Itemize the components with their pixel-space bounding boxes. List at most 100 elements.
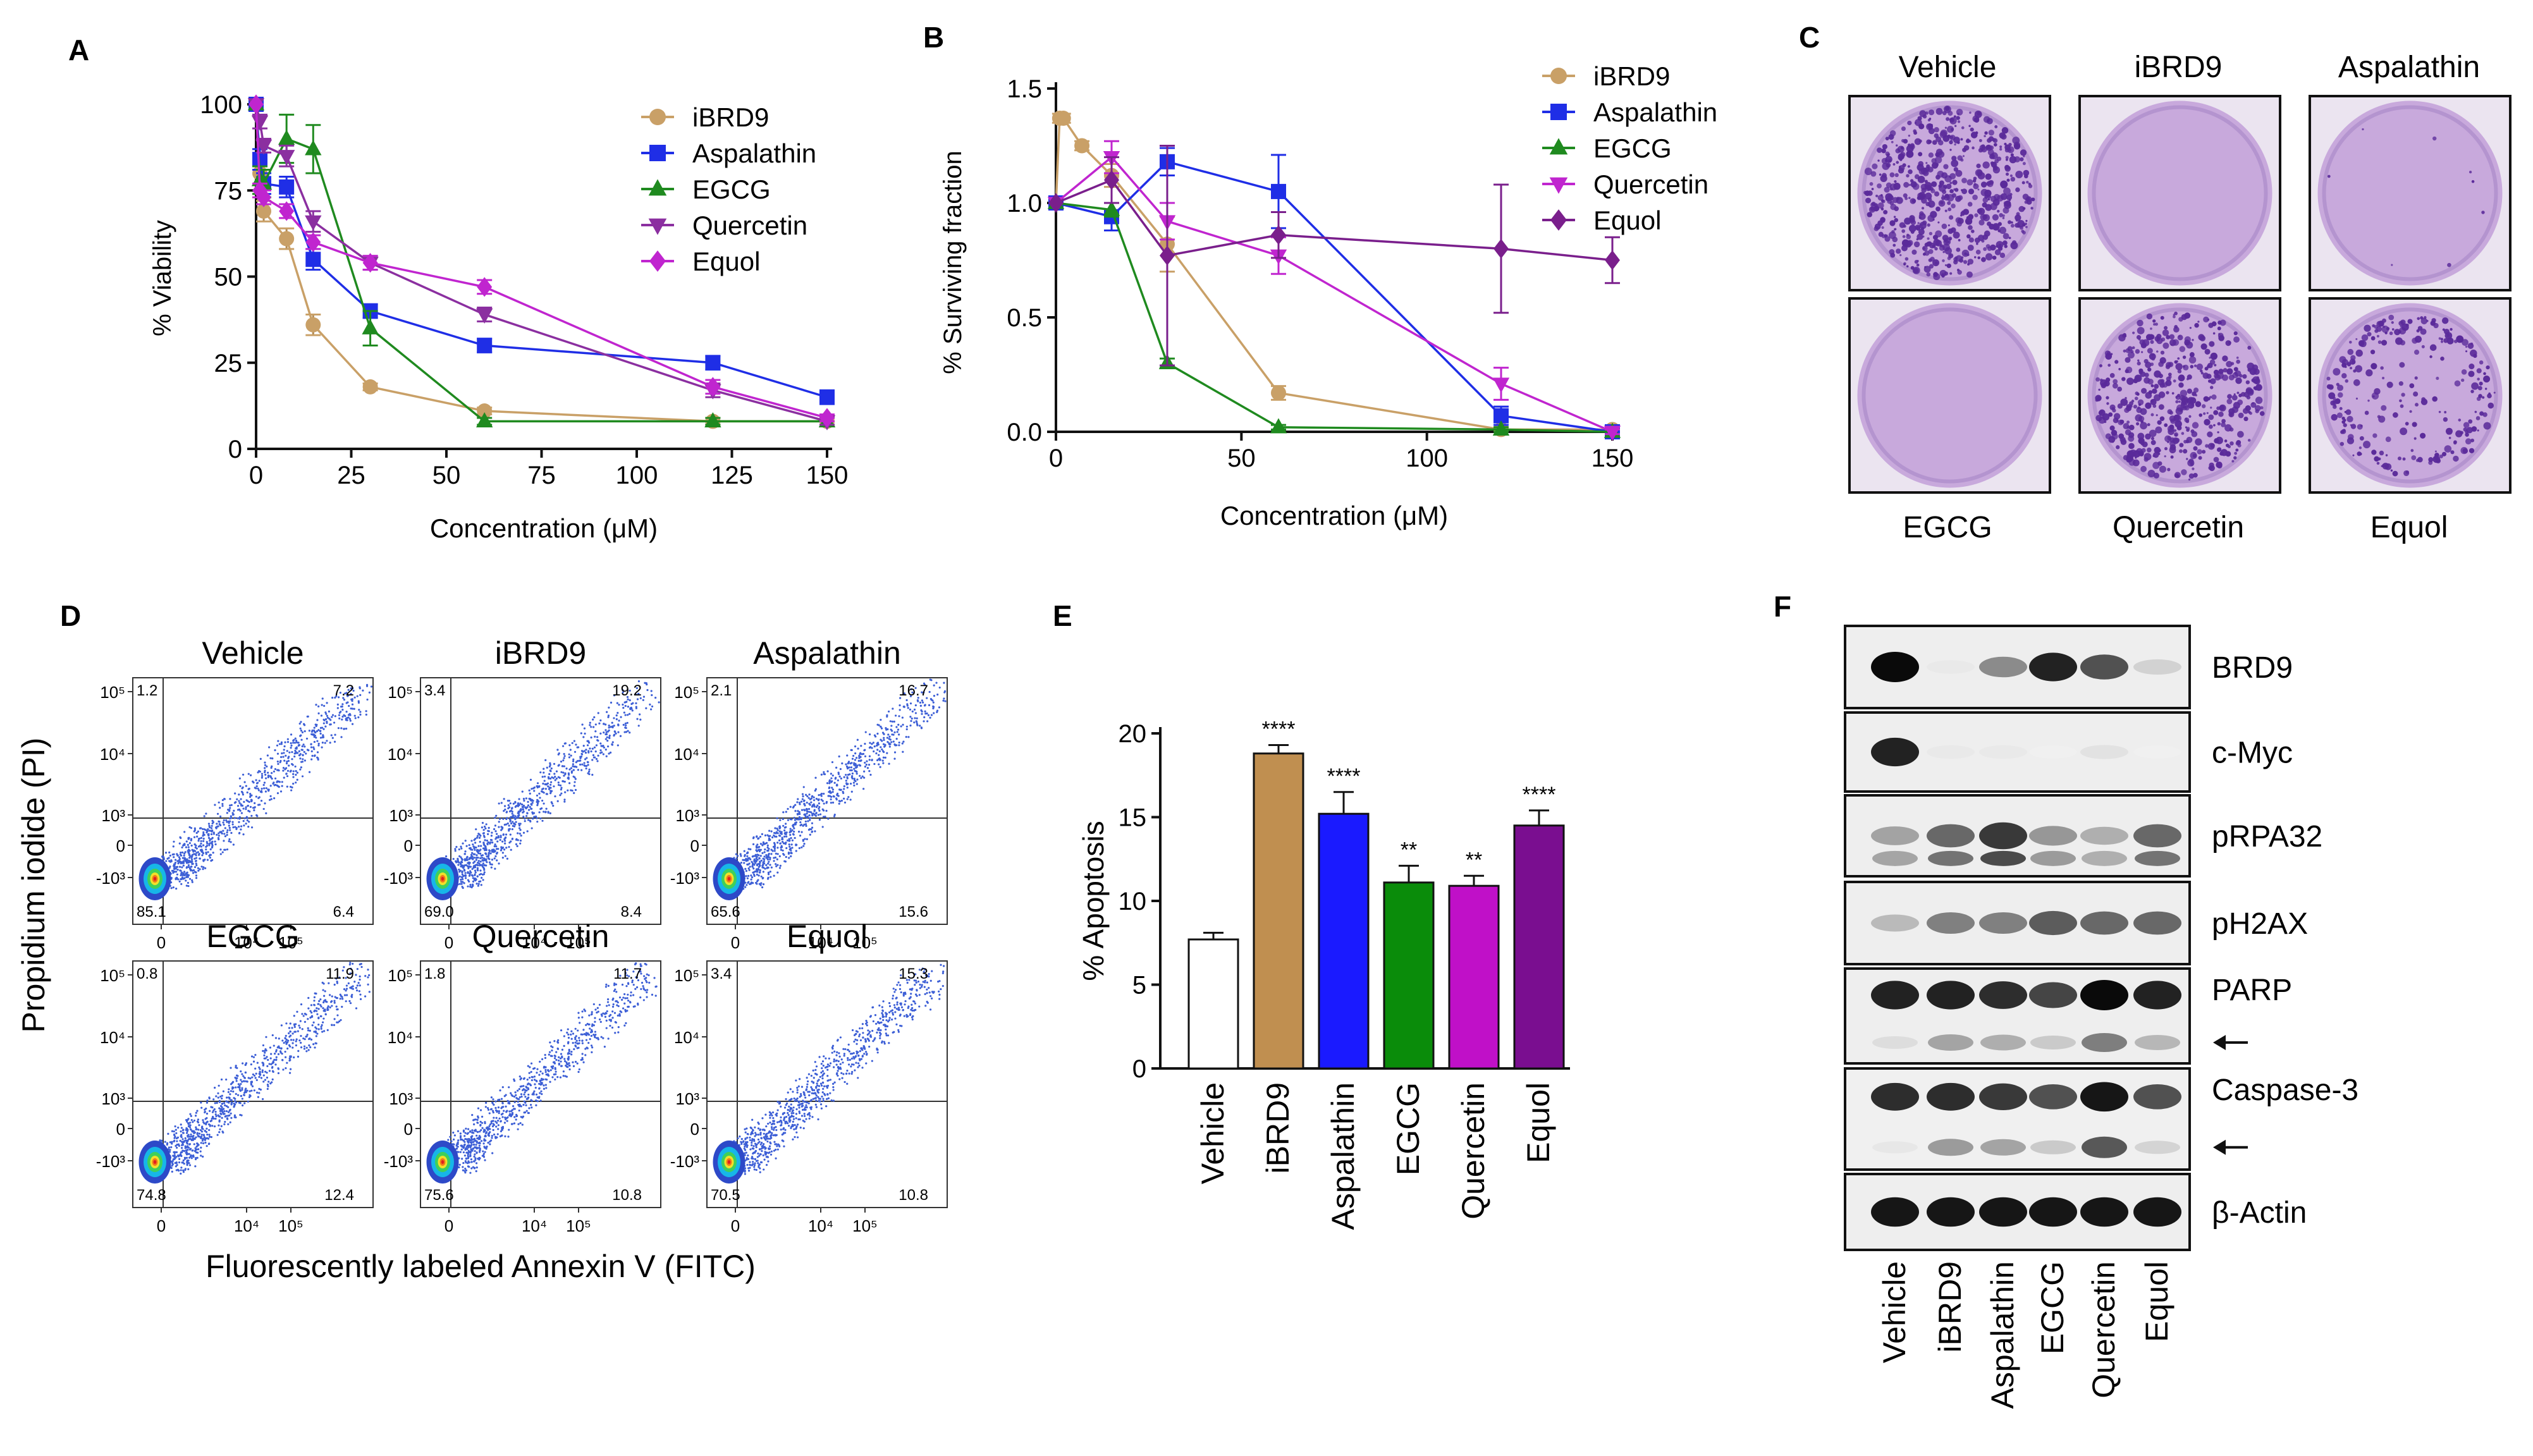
flow-event-dot xyxy=(474,838,477,840)
flow-event-dot xyxy=(572,775,575,778)
plate-colony xyxy=(1925,202,1930,207)
flow-event-dot xyxy=(762,883,765,886)
flow-event-dot xyxy=(216,833,218,836)
plate-colony xyxy=(2376,334,2379,338)
flow-event-dot xyxy=(885,728,888,731)
plate-colony xyxy=(2217,326,2221,331)
plate-colony xyxy=(2146,313,2153,320)
flow-event-dot xyxy=(882,756,885,759)
flow-event-dot xyxy=(168,851,171,853)
flow-event-dot xyxy=(893,757,896,760)
flow-event-dot xyxy=(624,722,627,725)
flow-event-dot xyxy=(806,812,808,815)
flow-event-dot xyxy=(498,862,500,865)
flow-event-dot xyxy=(583,762,586,764)
plate-colony xyxy=(1993,143,1997,147)
flow-event-dot xyxy=(288,1032,290,1035)
flow-event-dot xyxy=(916,723,919,725)
flow-event-dot xyxy=(910,719,912,723)
flow-event-dot xyxy=(794,819,797,821)
flow-event-dot xyxy=(246,819,248,822)
plate-colony xyxy=(2123,455,2129,461)
flow-event-dot xyxy=(762,863,764,866)
flow-event-dot xyxy=(313,1031,316,1033)
flow-event-dot xyxy=(232,826,235,829)
flow-event-dot xyxy=(198,1132,201,1135)
flow-event-dot xyxy=(274,1053,276,1055)
plate-colony xyxy=(2147,404,2151,407)
flow-event-dot xyxy=(195,874,198,877)
flow-event-dot xyxy=(249,795,252,798)
plate-colony xyxy=(2218,369,2224,374)
plate-colony xyxy=(2200,372,2204,375)
plate-colony xyxy=(1958,239,1961,242)
flow-event-dot xyxy=(596,760,599,762)
flow-event-dot xyxy=(264,761,266,764)
plate-colony xyxy=(2426,319,2429,322)
flow-event-dot xyxy=(221,851,224,853)
flow-event-dot xyxy=(559,784,562,786)
plate-colony xyxy=(2175,400,2179,404)
plate-colony xyxy=(1916,238,1919,241)
flow-event-dot xyxy=(180,1147,183,1149)
plate-colony xyxy=(2095,415,2102,422)
flow-event-dot xyxy=(243,824,245,827)
plate-colony xyxy=(1903,262,1906,266)
flow-event-dot xyxy=(345,988,348,990)
flow-event-dot xyxy=(774,827,776,829)
plate-colony xyxy=(1956,116,1960,120)
flow-event-dot xyxy=(263,781,266,784)
plate-colony xyxy=(2028,182,2032,186)
plate-colony xyxy=(2095,377,2101,382)
flow-event-dot xyxy=(801,793,804,795)
plate-colony xyxy=(2108,436,2116,443)
plate-colony xyxy=(1924,180,1928,183)
plate-colony xyxy=(1934,127,1939,133)
flow-event-dot xyxy=(494,855,497,857)
flow-event-dot xyxy=(221,1094,223,1097)
flow-event-dot xyxy=(292,742,295,744)
flow-event-dot xyxy=(280,741,283,743)
flow-event-dot xyxy=(785,855,787,859)
flow-event-dot xyxy=(583,727,586,730)
flow-event-dot xyxy=(461,870,463,872)
plate-colony xyxy=(1934,156,1942,164)
flow-event-dot xyxy=(462,878,464,881)
quadrant-lr-value: 15.6 xyxy=(899,903,928,921)
plate-colony xyxy=(1941,195,1946,200)
flow-event-dot xyxy=(277,740,279,742)
flow-event-dot xyxy=(493,851,495,853)
plate-colony xyxy=(2015,219,2019,222)
flow-event-dot xyxy=(527,819,530,821)
flow-event-dot xyxy=(898,733,900,736)
flow-event-dot xyxy=(642,699,644,701)
flow-event-dot xyxy=(563,755,566,757)
flow-event-dot xyxy=(288,1044,291,1046)
plate-colony xyxy=(1935,206,1941,212)
flow-event-dot xyxy=(472,866,475,869)
plate-colony xyxy=(2328,384,2334,390)
flow-event-dot xyxy=(886,737,888,739)
flow-event-dot xyxy=(465,845,468,847)
flow-event-dot xyxy=(480,872,482,875)
flow-event-dot xyxy=(238,816,241,819)
flow-event-dot xyxy=(259,804,261,806)
flow-event-dot xyxy=(211,841,213,844)
flow-event-dot xyxy=(195,864,198,867)
flow-event-dot xyxy=(220,831,223,833)
panel-b-letter: B xyxy=(923,21,944,54)
flow-event-dot xyxy=(273,1044,275,1047)
flow-event-dot xyxy=(290,744,293,747)
plate-colony xyxy=(2113,413,2121,420)
flow-event-dot xyxy=(316,730,318,733)
flow-event-dot xyxy=(290,1039,293,1041)
flow-plot-title: iBRD9 xyxy=(495,635,586,671)
flow-event-dot xyxy=(481,826,483,829)
flow-event-dot xyxy=(338,717,341,719)
flow-event-dot xyxy=(340,727,343,730)
plate-colony xyxy=(2468,419,2473,424)
plate-colony xyxy=(2005,156,2009,159)
plate-colony xyxy=(2207,443,2215,450)
flow-x-tick-label: 0 xyxy=(731,933,740,952)
plate-colony xyxy=(1994,249,2001,255)
